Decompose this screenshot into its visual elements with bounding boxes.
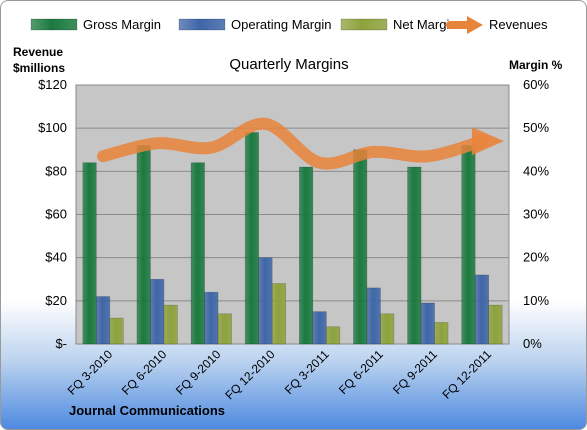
left-tick-label: $80 — [45, 163, 67, 178]
legend-label: Gross Margin — [83, 17, 161, 32]
right-tick-label: 60% — [523, 77, 549, 92]
bar-gross-margin — [353, 149, 368, 345]
left-tick-label: $60 — [45, 207, 67, 222]
bar-operating-margin — [96, 296, 111, 345]
x-category-label: FQ 12-2011 — [440, 347, 495, 402]
right-tick-label: 20% — [523, 250, 549, 265]
legend-swatch-revenues-head — [467, 16, 483, 34]
bar-operating-margin — [420, 302, 435, 345]
legend-label: Revenues — [489, 17, 548, 32]
bar-net-margin — [271, 283, 286, 345]
right-tick-label: 50% — [523, 120, 549, 135]
footer-label: Journal Communications — [69, 403, 225, 418]
bar-gross-margin — [244, 132, 259, 345]
bar-gross-margin — [461, 145, 476, 345]
legend-swatch-operating-margin — [178, 18, 226, 31]
revenues-line — [97, 117, 488, 170]
bar-gross-margin — [299, 166, 314, 345]
x-category-label: FQ 9-2010 — [173, 347, 224, 398]
bar-gross-margin — [82, 162, 97, 345]
right-tick-label: 0% — [523, 336, 542, 351]
bar-operating-margin — [204, 291, 219, 345]
bar-operating-margin — [474, 274, 489, 345]
left-tick-label: $120 — [38, 77, 67, 92]
right-tick-label: 40% — [523, 163, 549, 178]
bar-operating-margin — [312, 311, 327, 345]
x-category-label: FQ 3-2010 — [65, 347, 116, 398]
x-category-label: FQ 9-2011 — [390, 347, 440, 397]
legend-label: Net Margin — [393, 17, 457, 32]
x-category-label: FQ 6-2010 — [119, 347, 170, 398]
bar-operating-margin — [366, 287, 381, 345]
left-tick-label: $40 — [45, 250, 67, 265]
bar-net-margin — [434, 322, 449, 345]
bar-net-margin — [488, 304, 503, 345]
left-tick-label: $20 — [45, 293, 67, 308]
legend-label: Operating Margin — [231, 17, 331, 32]
bar-gross-margin — [190, 162, 205, 345]
bar-operating-margin — [258, 257, 273, 345]
right-axis-title: Margin % — [509, 58, 563, 72]
chart-title: Quarterly Margins — [229, 56, 348, 73]
bar-net-margin — [380, 313, 395, 345]
bar-net-margin — [326, 326, 341, 345]
bar-operating-margin — [150, 278, 165, 345]
bar-gross-margin — [136, 145, 151, 345]
bar-net-margin — [217, 313, 232, 345]
bar-net-margin — [163, 304, 178, 345]
bar-gross-margin — [407, 166, 422, 345]
left-tick-label: $100 — [38, 120, 67, 135]
left-axis-title: Revenue — [13, 45, 63, 59]
left-tick-label: $- — [55, 336, 67, 351]
left-axis-title-units: $millions — [13, 61, 65, 75]
x-category-label: FQ 12-2010 — [222, 347, 277, 402]
x-category-label: FQ 3-2011 — [282, 347, 332, 397]
right-tick-label: 10% — [523, 293, 549, 308]
bar-net-margin — [109, 317, 124, 345]
revenues-arrowhead — [471, 127, 504, 156]
legend-swatch-net-margin — [340, 18, 388, 31]
legend-swatch-gross-margin — [30, 18, 78, 31]
right-tick-label: 30% — [523, 207, 549, 222]
x-category-label: FQ 6-2011 — [336, 347, 386, 397]
